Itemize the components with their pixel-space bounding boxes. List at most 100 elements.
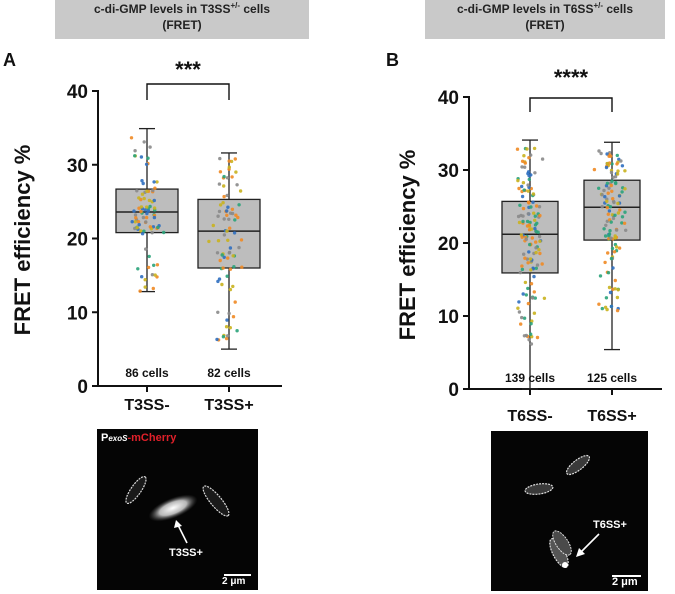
data-point <box>140 179 144 183</box>
data-point <box>610 213 615 217</box>
data-point <box>598 274 603 278</box>
data-point <box>129 136 134 140</box>
data-point <box>616 211 621 215</box>
data-point <box>605 199 609 203</box>
data-point <box>529 342 534 346</box>
data-point <box>153 273 157 277</box>
panel-a-micrograph: PexoS-mCherry T3SS+ 2 μm <box>97 429 258 590</box>
data-point <box>612 250 617 254</box>
cell-count-label: 125 cells <box>587 371 637 385</box>
data-point <box>234 213 238 217</box>
data-point <box>520 165 524 169</box>
significance-bracket <box>529 97 613 112</box>
data-point <box>520 184 524 189</box>
data-point <box>221 266 225 270</box>
data-point <box>535 263 540 267</box>
y-tick-label: 10 <box>438 307 459 328</box>
data-point <box>146 209 151 213</box>
data-point <box>138 289 142 293</box>
data-point <box>520 264 524 268</box>
data-point <box>524 237 528 241</box>
data-point <box>538 239 542 243</box>
panel-b-micrograph: T6SS+ 2 μm <box>491 431 648 591</box>
box-iqr <box>197 198 261 269</box>
data-point <box>527 201 531 205</box>
data-point <box>228 211 233 215</box>
data-point <box>517 186 521 191</box>
data-point <box>620 190 624 194</box>
data-point <box>533 223 538 227</box>
data-point <box>236 215 240 220</box>
data-point <box>153 186 157 190</box>
data-point <box>527 250 531 254</box>
data-point <box>610 189 614 193</box>
data-point <box>231 284 235 289</box>
data-point <box>534 240 538 244</box>
data-point <box>607 209 612 213</box>
data-point <box>611 266 615 270</box>
data-point <box>152 206 157 210</box>
data-point <box>144 215 149 220</box>
panel-b-header-suffix: cells <box>603 2 634 16</box>
data-point <box>534 246 538 250</box>
data-point <box>152 215 157 220</box>
data-point <box>220 282 224 287</box>
data-point <box>142 140 146 144</box>
data-point <box>228 246 233 250</box>
data-point <box>613 287 617 291</box>
data-point <box>137 196 141 200</box>
data-point <box>226 205 230 209</box>
data-point <box>616 169 620 173</box>
data-point <box>605 205 609 210</box>
data-point <box>599 151 603 156</box>
data-point <box>526 212 530 216</box>
x-category-label: T6SS- <box>507 408 552 425</box>
data-point <box>143 285 147 289</box>
data-point <box>623 187 627 191</box>
panel-b-header: c-di-GMP levels in T6SS+/- cells (FRET) <box>425 0 665 39</box>
data-point <box>225 213 229 217</box>
data-point <box>133 213 138 217</box>
data-point <box>614 245 619 249</box>
panel-b-micrograph-image <box>491 431 648 591</box>
cell-count-label: 139 cells <box>505 371 555 385</box>
data-point <box>603 305 608 309</box>
data-point <box>515 147 520 151</box>
data-point <box>135 226 139 230</box>
data-point <box>592 167 597 172</box>
data-point <box>140 192 145 196</box>
data-point <box>527 156 531 160</box>
data-point <box>147 254 151 259</box>
data-point <box>216 310 220 314</box>
data-point <box>533 214 537 218</box>
data-point <box>620 221 624 225</box>
panel-b-arrow-label: T6SS+ <box>593 519 627 531</box>
panel-a-header-suffix: cells <box>240 2 271 16</box>
data-point <box>239 238 244 242</box>
data-point <box>529 332 533 336</box>
data-point <box>605 161 609 166</box>
data-point <box>222 184 226 188</box>
data-point <box>603 234 608 238</box>
data-point <box>150 231 154 235</box>
data-point <box>226 238 230 242</box>
panel-a-header-sup: +/- <box>230 1 241 10</box>
data-point <box>142 196 146 201</box>
data-point <box>604 165 609 170</box>
data-point <box>517 220 522 225</box>
data-point <box>606 251 610 255</box>
data-point <box>521 219 525 224</box>
data-point <box>600 193 604 197</box>
data-point <box>152 198 156 203</box>
data-point <box>145 205 149 209</box>
data-point <box>238 189 243 193</box>
y-tick-label: 30 <box>438 161 459 182</box>
data-point <box>532 290 536 294</box>
data-point <box>607 285 612 290</box>
data-point <box>609 183 613 188</box>
data-point <box>614 228 619 232</box>
data-point <box>141 215 146 220</box>
data-point <box>133 154 137 158</box>
data-point <box>227 311 231 316</box>
data-point <box>133 149 137 153</box>
